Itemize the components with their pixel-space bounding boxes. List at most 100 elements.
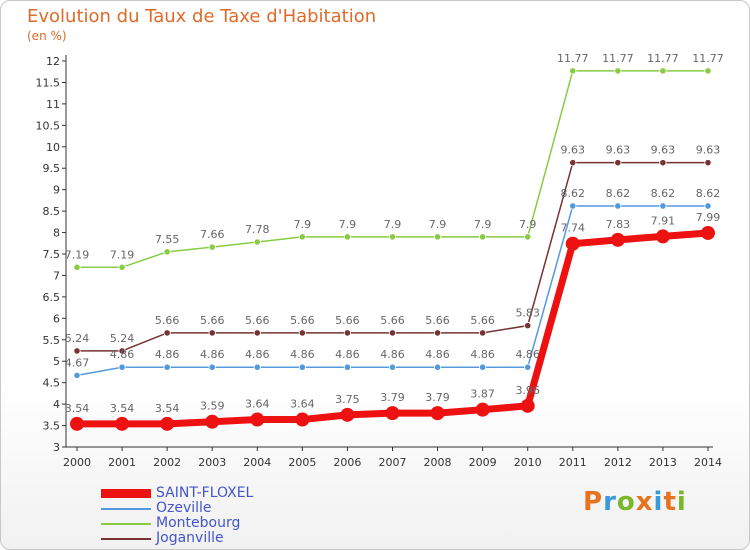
y-tick-label: 3 (53, 441, 60, 454)
chart-title: Evolution du Taux de Taxe d'Habitation (27, 6, 377, 27)
legend-item-joganville: Joganville (101, 531, 253, 546)
data-point-joganville (343, 329, 352, 337)
legend-label: Ozeville (156, 500, 212, 516)
data-label-ozeville: 4.86 (425, 348, 450, 361)
data-label-ozeville: 4.86 (200, 348, 225, 361)
data-point-saint-floxel (700, 225, 715, 240)
data-point-montebourg (433, 233, 442, 241)
y-tick-label: 9.5 (43, 162, 61, 175)
data-label-ozeville: 8.62 (696, 187, 721, 200)
data-point-ozeville (433, 363, 442, 371)
data-label-saint-floxel: 3.87 (470, 388, 495, 401)
data-label-ozeville: 4.86 (110, 348, 135, 361)
y-tick-label: 5.5 (43, 334, 61, 347)
proxiti-logo: Proxiti (583, 487, 687, 517)
y-tick-label: 4.5 (43, 377, 61, 390)
legend-swatch (101, 537, 151, 540)
data-label-montebourg: 7.9 (429, 218, 447, 231)
data-label-montebourg: 7.9 (384, 218, 402, 231)
x-tick-label: 2013 (649, 456, 677, 469)
x-tick-label: 2008 (424, 456, 452, 469)
data-point-ozeville (479, 363, 487, 371)
data-label-joganville: 5.66 (155, 314, 180, 327)
legend-item-montebourg: Montebourg (101, 516, 253, 531)
y-tick-label: 7 (53, 269, 60, 282)
data-point-montebourg (569, 67, 577, 75)
legend-label: SAINT-FLOXEL (156, 485, 254, 501)
data-label-montebourg: 11.77 (602, 52, 634, 65)
data-label-saint-floxel: 3.54 (110, 402, 135, 415)
y-tick-label: 11 (46, 98, 60, 111)
x-tick-label: 2001 (108, 456, 136, 469)
legend-item-saint-floxel: SAINT-FLOXEL (101, 486, 253, 501)
data-point-saint-floxel (160, 416, 175, 431)
data-point-joganville (569, 159, 577, 167)
x-tick-label: 2010 (514, 456, 542, 469)
data-label-joganville: 5.66 (245, 314, 270, 327)
data-point-montebourg (118, 263, 126, 271)
data-point-ozeville (253, 363, 261, 371)
y-tick-label: 6.5 (43, 291, 61, 304)
data-point-montebourg (208, 243, 216, 251)
data-label-saint-floxel: 3.59 (200, 400, 225, 413)
data-label-ozeville: 4.86 (290, 348, 315, 361)
data-label-saint-floxel: 3.79 (380, 391, 405, 404)
y-tick-label: 12 (46, 55, 60, 68)
data-label-joganville: 5.24 (110, 332, 135, 345)
x-tick-label: 2009 (469, 456, 497, 469)
legend: SAINT-FLOXEL Ozeville Montebourg Joganville (101, 486, 253, 546)
data-point-montebourg (253, 238, 261, 246)
data-point-montebourg (614, 67, 622, 75)
data-label-joganville: 9.63 (696, 144, 721, 157)
data-point-ozeville (298, 363, 306, 371)
data-label-montebourg: 11.77 (557, 52, 589, 65)
data-point-ozeville (614, 202, 622, 210)
data-label-saint-floxel: 3.75 (335, 393, 360, 406)
data-label-joganville: 9.63 (606, 144, 631, 157)
data-label-ozeville: 8.62 (606, 187, 631, 200)
data-label-ozeville: 4.86 (335, 348, 360, 361)
data-point-ozeville (73, 371, 81, 379)
data-label-saint-floxel: 3.54 (155, 402, 180, 415)
data-point-saint-floxel (430, 406, 445, 421)
data-label-montebourg: 7.19 (110, 248, 135, 261)
data-label-montebourg: 11.77 (692, 52, 724, 65)
x-tick-label: 2002 (153, 456, 181, 469)
data-label-montebourg: 7.19 (65, 248, 90, 261)
data-label-joganville: 9.63 (651, 144, 676, 157)
data-point-saint-floxel (475, 402, 490, 417)
legend-item-ozeville: Ozeville (101, 501, 253, 516)
legend-label: Joganville (156, 530, 224, 546)
data-point-montebourg (524, 233, 532, 241)
data-point-ozeville (343, 363, 352, 371)
x-tick-label: 2012 (604, 456, 632, 469)
data-point-ozeville (524, 363, 532, 371)
data-point-ozeville (388, 363, 397, 371)
data-label-montebourg: 7.9 (474, 218, 492, 231)
data-point-montebourg (704, 67, 712, 75)
data-label-ozeville: 4.86 (155, 348, 180, 361)
data-label-joganville: 5.66 (200, 314, 225, 327)
x-tick-label: 2003 (198, 456, 226, 469)
data-point-ozeville (704, 202, 712, 210)
data-point-montebourg (73, 263, 81, 271)
x-tick-label: 2007 (378, 456, 406, 469)
data-point-joganville (298, 329, 306, 337)
data-label-ozeville: 8.62 (561, 187, 586, 200)
data-point-saint-floxel (295, 412, 310, 427)
data-point-ozeville (569, 202, 577, 210)
data-point-saint-floxel (205, 414, 220, 429)
data-point-joganville (118, 347, 126, 355)
legend-swatch (101, 489, 151, 498)
y-tick-label: 6 (53, 312, 60, 325)
data-label-saint-floxel: 3.64 (245, 398, 270, 411)
data-label-ozeville: 4.86 (245, 348, 270, 361)
data-point-joganville (479, 329, 487, 337)
data-label-joganville: 9.63 (561, 144, 586, 157)
data-label-montebourg: 7.78 (245, 223, 270, 236)
x-tick-label: 2011 (559, 456, 587, 469)
data-point-saint-floxel (655, 229, 670, 244)
y-tick-label: 8 (53, 227, 60, 240)
